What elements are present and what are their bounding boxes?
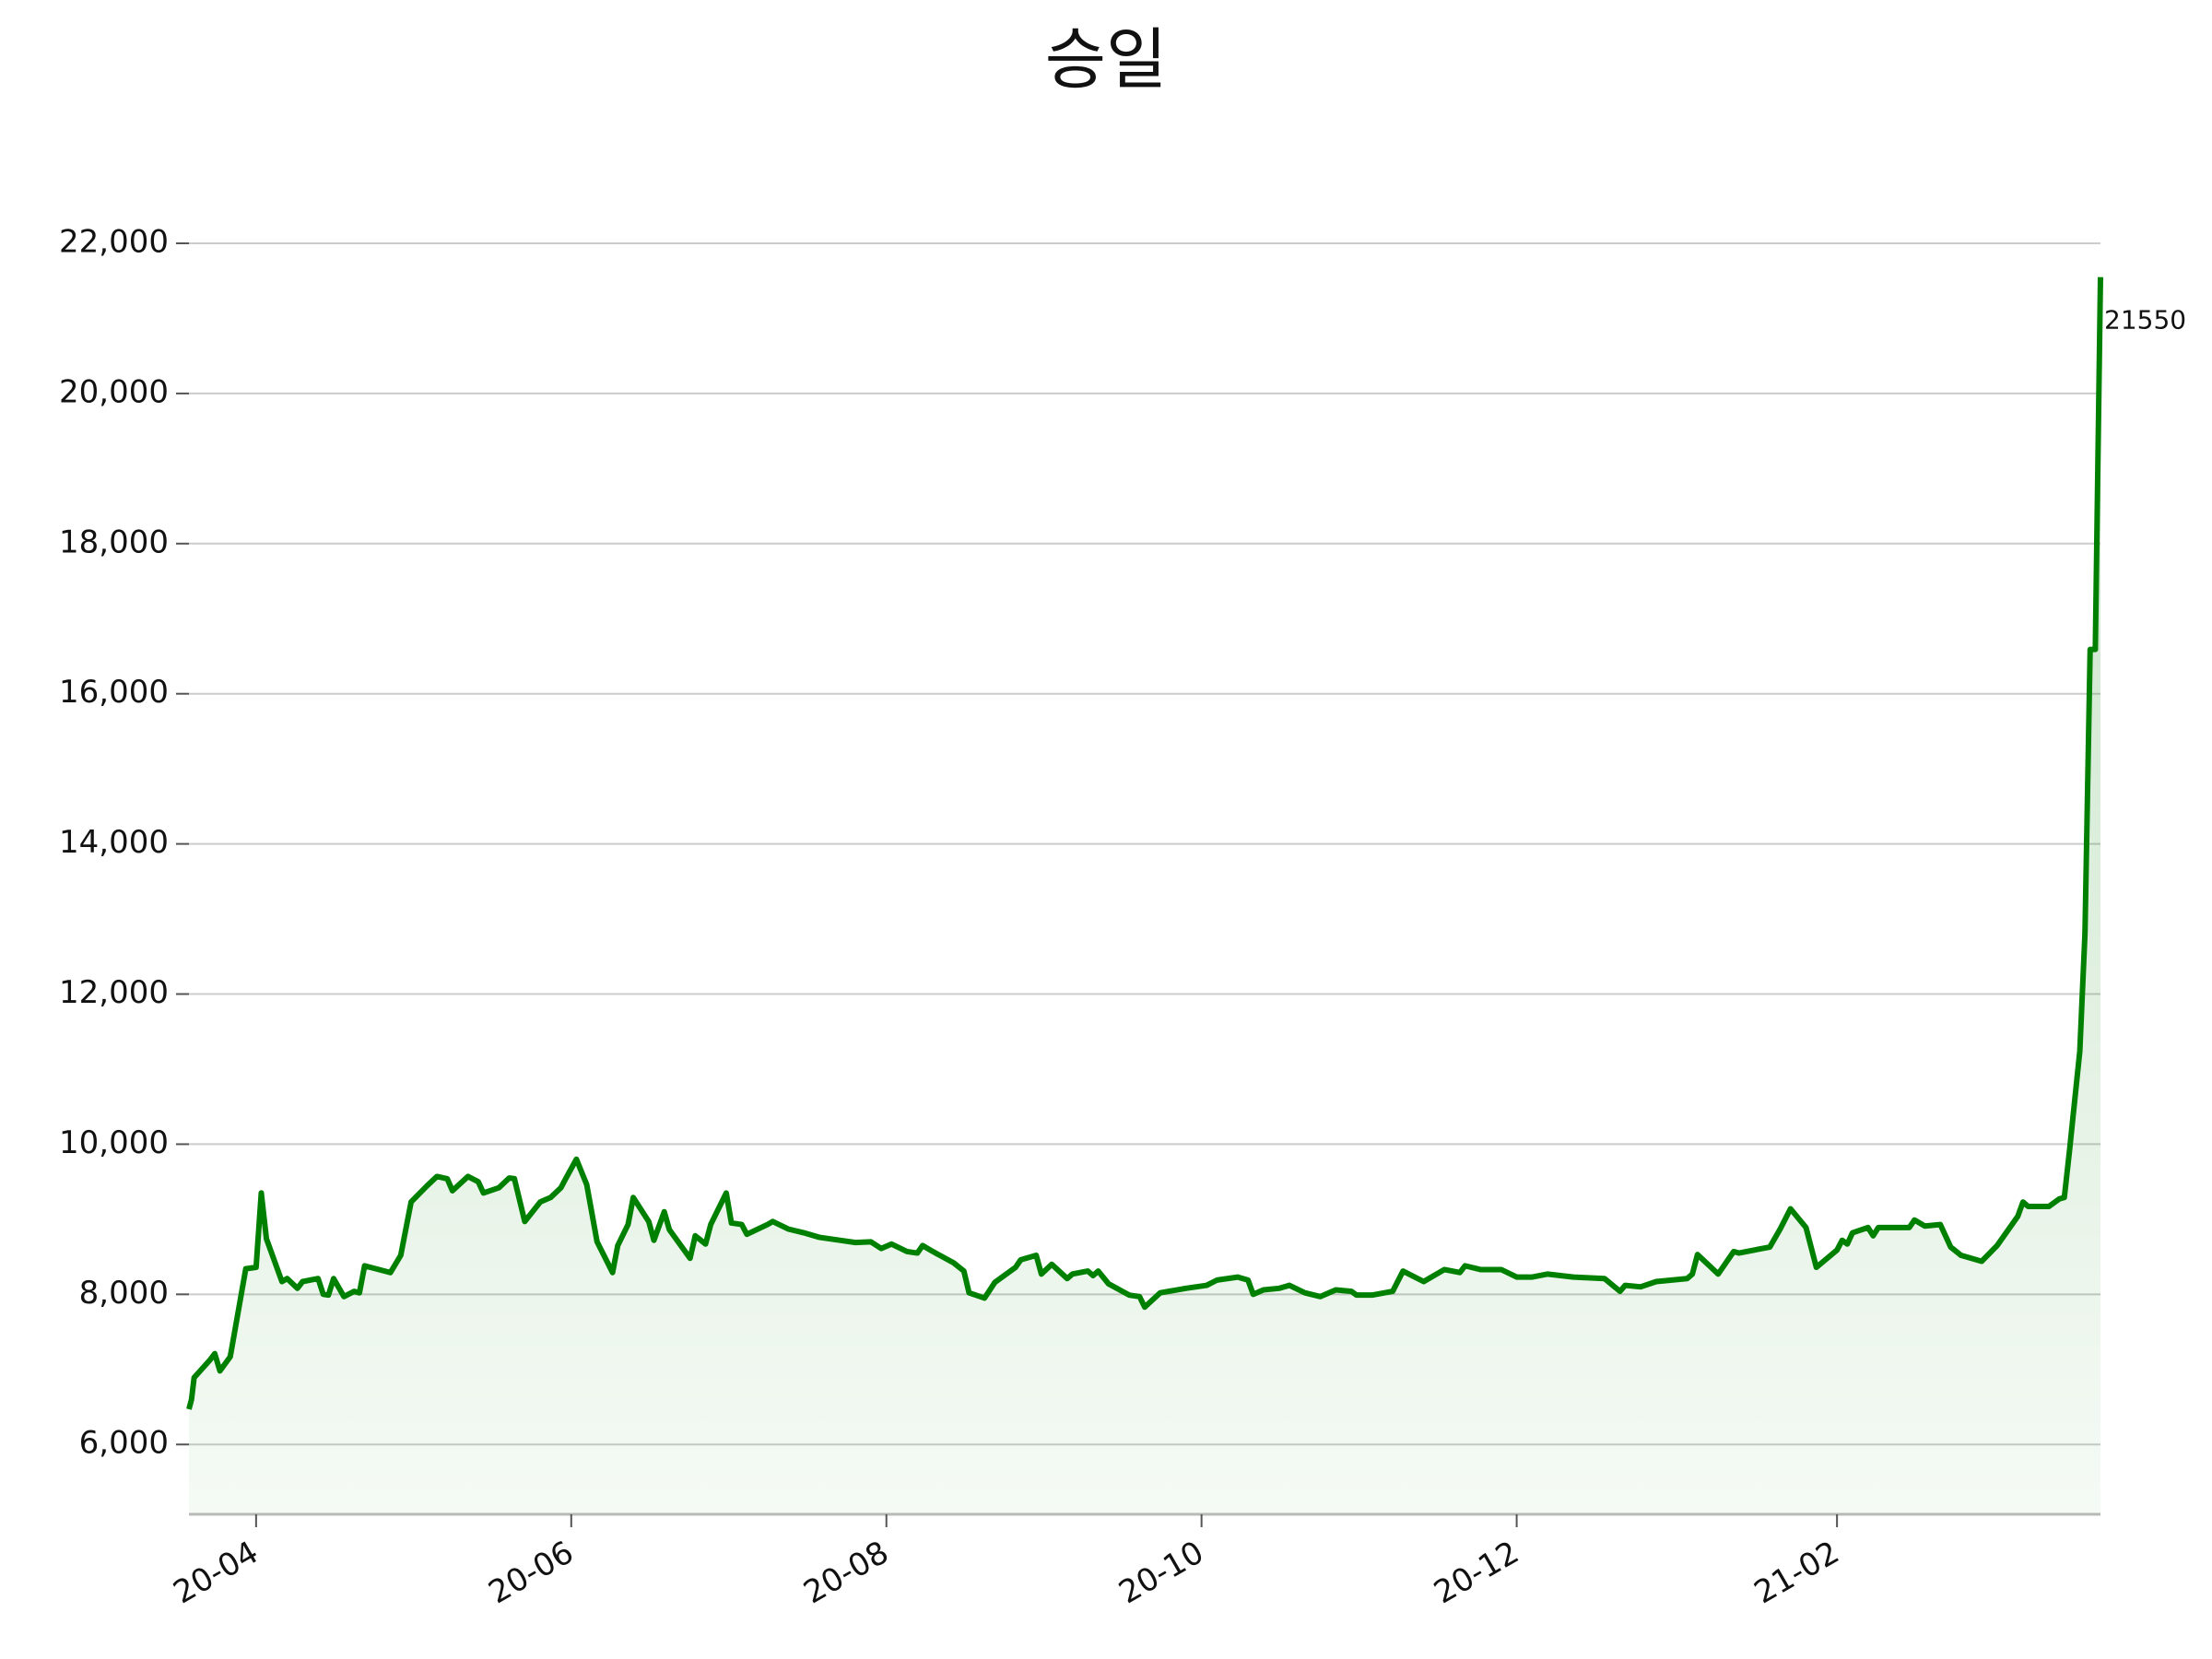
x-tick-label: 20-08 bbox=[797, 1534, 895, 1611]
y-tick-label: 22,000 bbox=[59, 224, 169, 261]
value-label: 21550 bbox=[2104, 305, 2186, 335]
y-tick-label: 20,000 bbox=[59, 373, 169, 410]
y-tick-label: 10,000 bbox=[59, 1124, 169, 1161]
y-tick-label: 8,000 bbox=[79, 1275, 169, 1312]
y-tick-label: 18,000 bbox=[59, 524, 169, 560]
line bbox=[186, 276, 2103, 1410]
x-tick-label: 20-10 bbox=[1112, 1534, 1210, 1611]
y-tick-label: 6,000 bbox=[79, 1425, 169, 1462]
y-tick-label: 16,000 bbox=[59, 674, 169, 711]
x-tick-label: 20-12 bbox=[1428, 1534, 1525, 1611]
x-tick-label: 21-02 bbox=[1748, 1534, 1846, 1611]
x-tick-label: 20-04 bbox=[168, 1534, 265, 1611]
chart-title: 승일 bbox=[1045, 21, 1167, 99]
x-tick-label: 20-06 bbox=[482, 1534, 580, 1611]
area bbox=[189, 276, 2100, 1515]
y-tick-label: 12,000 bbox=[59, 974, 169, 1011]
y-tick-label: 14,000 bbox=[59, 824, 169, 861]
